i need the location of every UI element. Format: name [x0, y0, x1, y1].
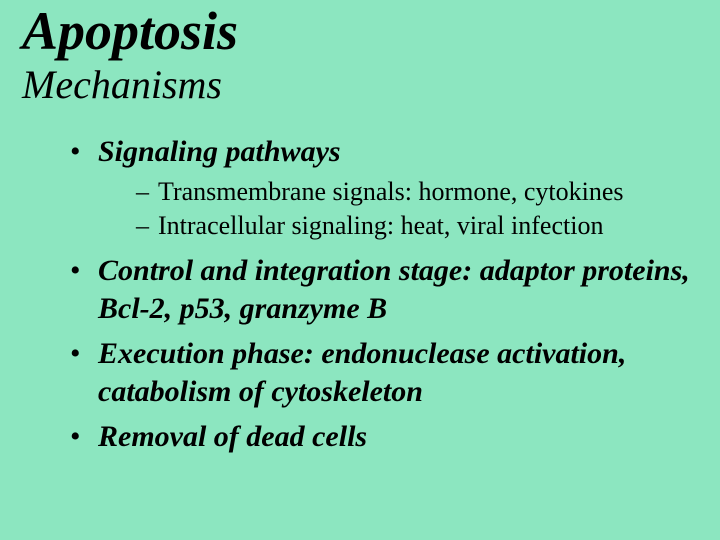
bullet-item: Control and integration stage: adaptor p…: [70, 252, 690, 327]
bullet-text: Control and integration stage: adaptor p…: [98, 254, 690, 325]
bullet-text: Removal of dead cells: [98, 420, 367, 453]
sub-bullet-text: Intracellular signaling: heat, viral inf…: [158, 211, 603, 240]
slide-title: Apoptosis: [22, 2, 720, 61]
sub-bullet-list: Transmembrane signals: hormone, cytokine…: [98, 175, 690, 243]
sub-bullet-item: Intracellular signaling: heat, viral inf…: [136, 209, 690, 243]
bullet-text: Execution phase: endonuclease activation…: [98, 337, 626, 408]
bullet-text: Signaling pathways: [98, 135, 341, 168]
bullet-item: Signaling pathways Transmembrane signals…: [70, 133, 690, 242]
slide: Apoptosis Mechanisms Signaling pathways …: [0, 2, 720, 540]
bullet-item: Removal of dead cells: [70, 418, 690, 456]
slide-subtitle: Mechanisms: [22, 63, 720, 107]
sub-bullet-item: Transmembrane signals: hormone, cytokine…: [136, 175, 690, 209]
sub-bullet-text: Transmembrane signals: hormone, cytokine…: [158, 177, 624, 206]
bullet-list: Signaling pathways Transmembrane signals…: [0, 133, 720, 456]
bullet-item: Execution phase: endonuclease activation…: [70, 335, 690, 410]
